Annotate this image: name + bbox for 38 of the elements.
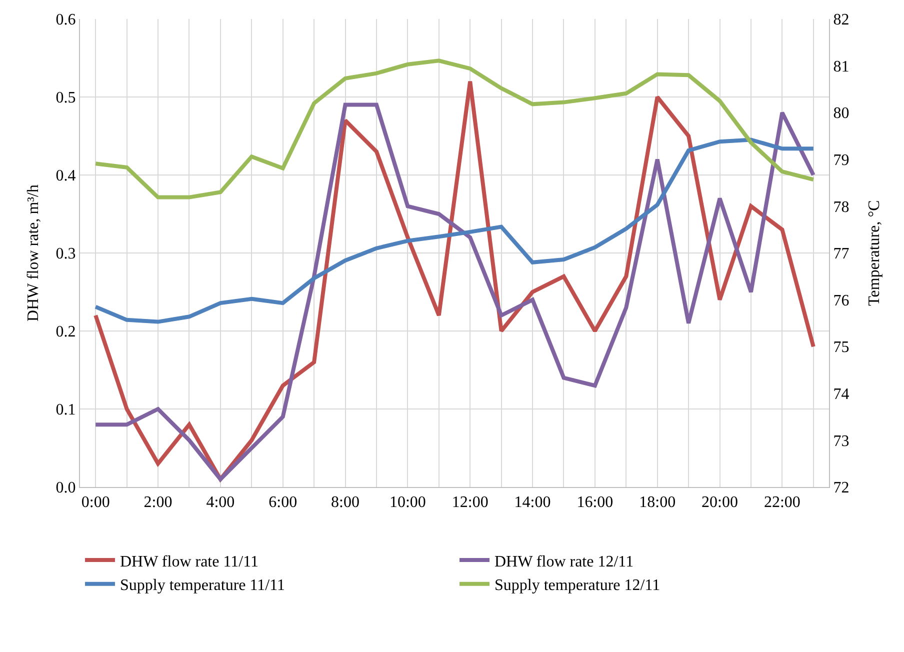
y2-tick-label: 73 xyxy=(833,432,850,450)
y2-tick-label: 80 xyxy=(833,105,850,122)
y2-axis-title: Temperature, °C xyxy=(866,200,883,306)
x-tick-label: 14:00 xyxy=(514,494,551,512)
y2-tick-label: 72 xyxy=(833,480,850,497)
x-tick-label: 8:00 xyxy=(331,494,360,512)
x-tick-label: 22:00 xyxy=(764,494,800,512)
x-tick-label: 6:00 xyxy=(268,494,298,512)
x-tick-label: 0:00 xyxy=(81,494,110,512)
y-tick-label: 0.4 xyxy=(56,168,76,185)
y2-tick-label: 79 xyxy=(833,152,850,169)
y-tick-label: 0.5 xyxy=(56,90,76,107)
x-tick-label: 12:00 xyxy=(452,494,488,512)
x-tick-label: 18:00 xyxy=(639,494,676,512)
y-tick-label: 0.6 xyxy=(56,12,76,29)
y-tick-label: 0.2 xyxy=(56,324,76,341)
legend-label: DHW flow rate 12/11 xyxy=(494,553,634,570)
line-series xyxy=(94,138,816,324)
x-tick-label: 4:00 xyxy=(206,494,235,512)
x-tick-label: 2:00 xyxy=(144,494,172,512)
line-series xyxy=(94,58,816,200)
y2-tick-label: 82 xyxy=(833,12,850,29)
y-tick-label: 0.1 xyxy=(56,402,76,419)
y2-tick-label: 81 xyxy=(833,58,850,76)
y-tick-label: 0.0 xyxy=(56,480,76,497)
y-tick-label: 0.3 xyxy=(56,246,76,263)
y2-tick-label: 74 xyxy=(833,386,850,403)
y-axis-title: DHW flow rate, m³/h xyxy=(25,184,42,322)
legend-label: DHW flow rate 11/11 xyxy=(120,553,258,570)
y2-tick-label: 77 xyxy=(833,246,850,263)
x-tick-label: 20:00 xyxy=(702,494,738,512)
x-tick-label: 10:00 xyxy=(389,494,426,512)
x-tick-label: 16:00 xyxy=(576,494,614,512)
y2-tick-label: 75 xyxy=(833,339,850,356)
legend-label: Supply temperature 12/11 xyxy=(494,577,660,594)
legend-label: Supply temperature 11/11 xyxy=(120,577,285,594)
y2-tick-label: 78 xyxy=(833,198,850,216)
y2-tick-label: 76 xyxy=(833,292,850,310)
